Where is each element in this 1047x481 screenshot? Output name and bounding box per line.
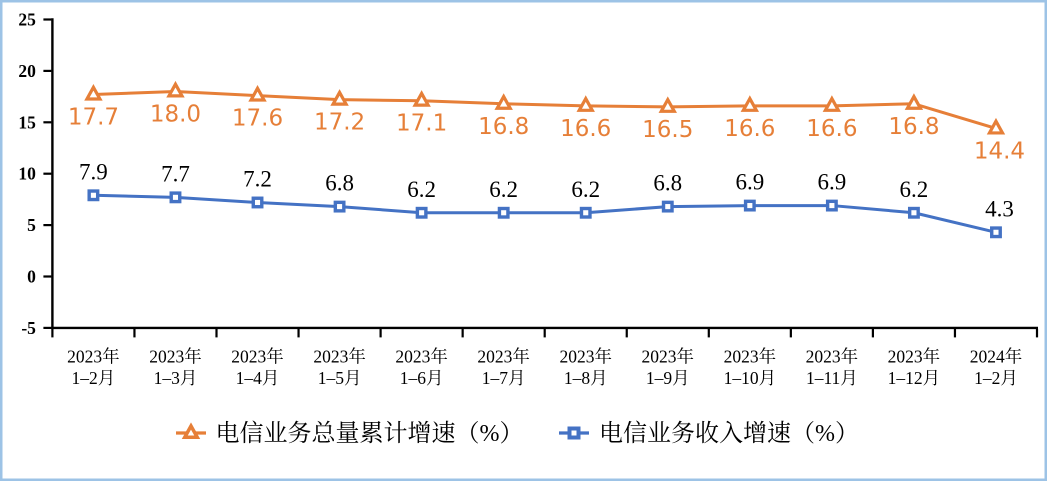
y-tick-label: 10	[18, 164, 36, 184]
series-2-marker	[579, 206, 592, 219]
series-1-marker	[84, 83, 103, 101]
axes: 2520151050-52023年1–2月2023年1–3月2023年1–4月2…	[18, 10, 1039, 388]
data-label: 6.8	[325, 171, 354, 196]
y-tick-label: 20	[18, 61, 36, 81]
data-label: 6.2	[571, 177, 600, 202]
x-tick-label-line1: 2023年	[724, 347, 777, 367]
x-tick-label-line2: 1–12月	[888, 368, 941, 388]
data-label: 4.3	[985, 196, 1014, 221]
data-label: 16.6	[560, 116, 611, 142]
x-tick-label-line2: 1–5月	[318, 368, 362, 388]
x-tick-label-line2: 1–9月	[646, 368, 690, 388]
data-label: 17.2	[314, 110, 365, 136]
legend-item-1-marker-icon	[181, 422, 201, 440]
y-tick-label: 15	[18, 112, 36, 132]
y-tick-label: 5	[27, 215, 36, 235]
series-1-marker	[494, 93, 513, 110]
data-label: 7.9	[79, 159, 108, 184]
x-tick-label-line1: 2023年	[559, 347, 612, 367]
series-1-marker	[986, 117, 1006, 135]
x-tick-label-line1: 2023年	[806, 347, 859, 367]
x-tick-label-line2: 1–7月	[482, 368, 526, 388]
series-1-marker	[166, 80, 185, 98]
series-1: 17.7 18.0 17.6 17.2 17.1 16.8 16.6 16.5 16.6 16.6…	[68, 80, 1025, 164]
data-label: 6.2	[900, 177, 929, 202]
series-2-marker	[990, 226, 1002, 239]
series-2-marker	[497, 206, 510, 219]
series-2-marker	[87, 189, 100, 202]
data-label: 16.6	[724, 116, 775, 142]
x-tick-label-line2: 1–2月	[72, 368, 116, 388]
data-label: 6.2	[407, 177, 436, 202]
series-1-marker	[248, 85, 267, 102]
x-tick-label-line2: 1–10月	[724, 368, 777, 388]
series-1-marker	[330, 89, 349, 106]
data-label: 6.8	[653, 171, 682, 196]
data-label: 6.2	[489, 177, 518, 202]
legend-item-2: 电信业务收入增速（%）	[559, 420, 859, 447]
legend-item-2-label: 电信业务收入增速（%）	[599, 420, 859, 447]
y-tick-label: -5	[21, 318, 36, 338]
series-2-marker	[333, 200, 346, 213]
x-tick-label-line2: 1–4月	[236, 368, 280, 388]
x-tick-label-line2: 1–2月	[974, 368, 1018, 388]
series-1-marker	[822, 95, 842, 112]
data-label: 16.8	[478, 114, 529, 140]
data-label: 18.0	[150, 101, 201, 127]
series-1-marker	[412, 90, 431, 107]
x-tick-label-line1: 2023年	[149, 347, 202, 367]
series-2-line	[91, 193, 998, 234]
x-tick-label-line2: 1–11月	[806, 368, 858, 388]
legend-item-1-label: 电信业务总量累计增速（%）	[216, 420, 524, 447]
x-tick-label-line1: 2023年	[313, 347, 366, 367]
series-2-marker	[907, 206, 920, 219]
x-tick-label-line2: 1–6月	[400, 368, 444, 388]
data-label: 16.8	[888, 114, 939, 140]
x-tick-label-line1: 2023年	[231, 347, 284, 367]
legend-item-1: 电信业务总量累计增速（%）	[176, 420, 524, 447]
series-2-marker	[743, 199, 756, 212]
series-2-marker	[169, 191, 182, 204]
series-1-line	[91, 89, 998, 130]
x-tick-label-line1: 2024年	[970, 347, 1023, 367]
series-2-marker	[415, 206, 428, 219]
data-label: 16.6	[806, 116, 857, 142]
series-2-marker	[661, 200, 674, 213]
x-tick-label-line2: 1–8月	[564, 368, 608, 388]
legend: 电信业务总量累计增速（%） 电信业务收入增速（%）	[176, 420, 859, 447]
data-label: 7.2	[243, 166, 272, 191]
series-1-marker	[740, 95, 760, 112]
data-label: 17.1	[396, 111, 447, 137]
data-label: 7.7	[161, 161, 190, 186]
series-1-marker	[658, 96, 677, 113]
x-tick-label-line1: 2023年	[67, 347, 120, 367]
x-tick-label-line1: 2023年	[642, 347, 695, 367]
data-label: 17.6	[232, 106, 283, 132]
x-tick-label-line1: 2023年	[888, 347, 941, 367]
x-tick-label-line1: 2023年	[395, 347, 448, 367]
data-label: 6.9	[818, 170, 847, 195]
series-1-marker	[904, 93, 924, 110]
series-2: 7.9 7.7 7.2 6.8 6.2 6.2 6.2 6.8 6.9 6.9 6.2 4.3	[79, 159, 1014, 239]
series-2-marker	[825, 199, 838, 212]
data-label: 14.4	[974, 138, 1025, 164]
y-tick-label: 0	[27, 267, 36, 287]
x-tick-label-line1: 2023年	[477, 347, 530, 367]
x-tick-label-line2: 1–3月	[154, 368, 198, 388]
series-1-marker	[576, 95, 595, 112]
legend-item-2-marker-icon	[567, 426, 581, 440]
y-tick-label: 25	[18, 10, 36, 30]
data-label: 17.7	[68, 105, 119, 131]
series-2-marker	[251, 196, 264, 209]
data-label: 16.5	[642, 117, 693, 143]
data-label: 6.9	[735, 170, 764, 195]
